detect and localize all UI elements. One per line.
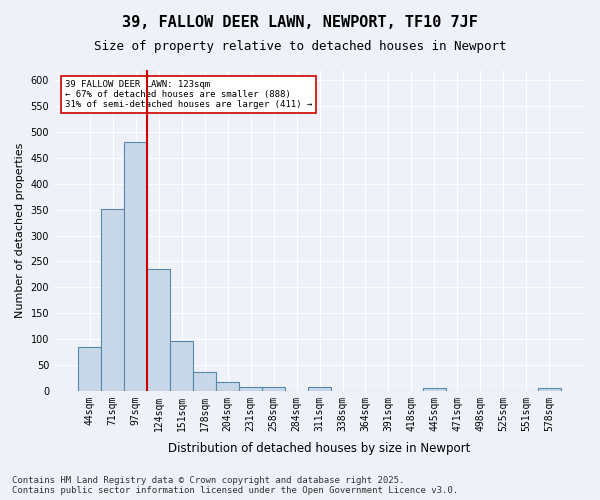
Bar	[147, 268, 170, 391]
Bar	[262, 386, 285, 391]
Bar	[124, 142, 147, 391]
Bar	[101, 208, 124, 391]
Bar	[308, 387, 331, 391]
Bar	[423, 388, 446, 391]
Text: 39 FALLOW DEER LAWN: 123sqm
← 67% of detached houses are smaller (888)
31% of se: 39 FALLOW DEER LAWN: 123sqm ← 67% of det…	[65, 80, 312, 110]
Bar	[239, 387, 262, 391]
Text: 39, FALLOW DEER LAWN, NEWPORT, TF10 7JF: 39, FALLOW DEER LAWN, NEWPORT, TF10 7JF	[122, 15, 478, 30]
Text: Size of property relative to detached houses in Newport: Size of property relative to detached ho…	[94, 40, 506, 53]
Bar	[78, 347, 101, 391]
Bar	[193, 372, 216, 391]
Text: Contains HM Land Registry data © Crown copyright and database right 2025.
Contai: Contains HM Land Registry data © Crown c…	[12, 476, 458, 495]
Bar	[216, 382, 239, 391]
Bar	[538, 388, 561, 391]
Y-axis label: Number of detached properties: Number of detached properties	[15, 142, 25, 318]
X-axis label: Distribution of detached houses by size in Newport: Distribution of detached houses by size …	[169, 442, 471, 455]
Bar	[170, 341, 193, 391]
